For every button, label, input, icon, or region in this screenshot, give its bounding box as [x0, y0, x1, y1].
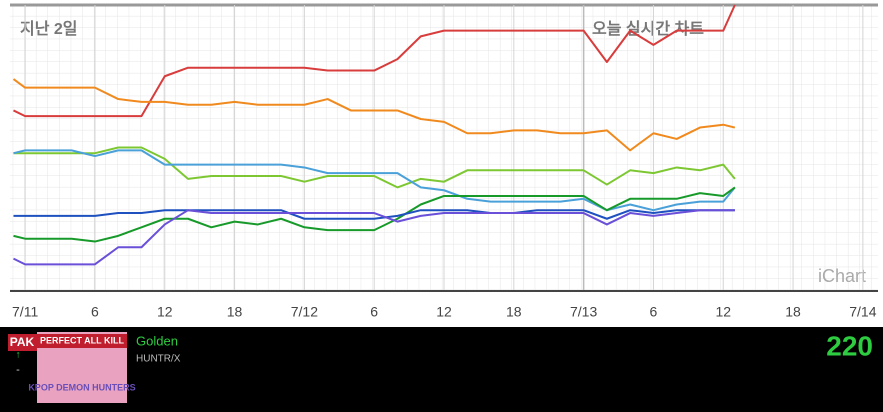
x-tick-label: 7/13: [570, 304, 597, 320]
x-tick-label: 12: [157, 304, 173, 320]
x-tick-label: 6: [91, 304, 99, 320]
x-tick-label: 7/14: [849, 304, 876, 320]
series-line: [13, 149, 736, 212]
artist[interactable]: HUNTR/X: [136, 354, 181, 365]
x-tick-label: 12: [715, 304, 731, 320]
x-tick-label: 18: [506, 304, 522, 320]
rank-change-flat: -: [16, 364, 20, 376]
now-playing-panel: [0, 327, 883, 412]
series-line: [13, 209, 735, 220]
cover-banner-bg: [37, 334, 127, 348]
x-tick-label: 18: [785, 304, 801, 320]
x-tick-label: 7/11: [12, 304, 38, 320]
cover-banner: PERFECT ALL KILL: [40, 335, 124, 345]
series-line: [13, 4, 736, 118]
badge: PAK: [10, 335, 35, 349]
badge-bg: [8, 334, 37, 351]
series-line: [13, 186, 736, 243]
live-label: 오늘 실시간 차트: [592, 20, 704, 38]
score: 220: [826, 330, 873, 361]
x-tick-label: 12: [436, 304, 452, 320]
series-line: [13, 146, 736, 189]
watermark: iChart: [818, 266, 866, 286]
x-tick-label: 18: [227, 304, 243, 320]
past-label: 지난 2일: [20, 20, 78, 38]
series-line: [12, 78, 736, 152]
x-tick-label: 7/12: [291, 304, 318, 320]
series-line: [13, 209, 735, 266]
cover-title: KPOP DEMON HUNTERS: [28, 382, 135, 392]
x-tick-label: 6: [650, 304, 658, 320]
x-tick-label: 6: [370, 304, 378, 320]
rank-change-up: ↑: [16, 350, 21, 361]
song-title[interactable]: Golden: [136, 333, 178, 348]
